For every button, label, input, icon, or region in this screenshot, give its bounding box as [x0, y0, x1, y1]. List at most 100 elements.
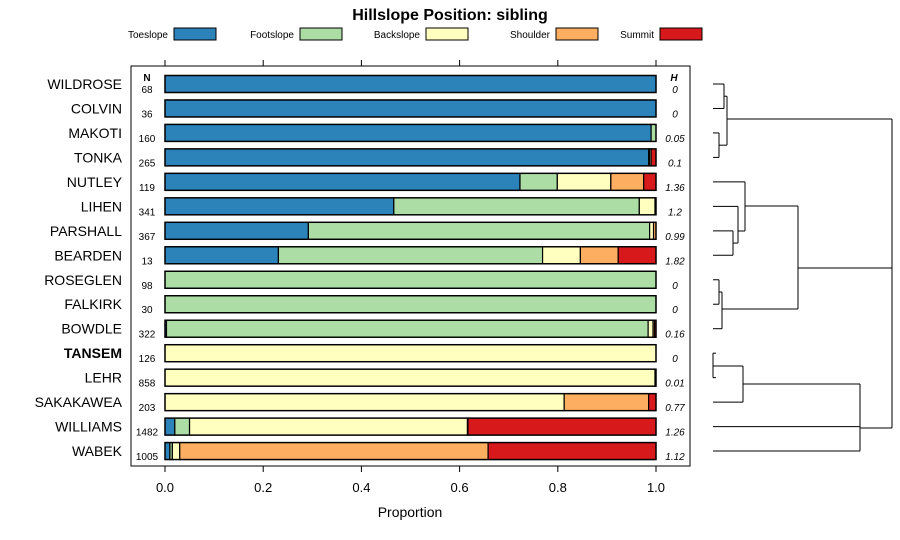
bar-outline: [164, 221, 657, 241]
n-value: 98: [141, 281, 153, 292]
h-value: 0.01: [665, 379, 684, 390]
bar-segment-toeslope: [164, 74, 657, 94]
bar-outline: [164, 392, 657, 412]
category-label: WABEK: [72, 443, 123, 459]
bar-outline: [164, 246, 657, 265]
x-tick-label: 0.2: [254, 480, 272, 495]
category-label: LIHEN: [81, 198, 122, 214]
category-label: SAKAKAWEA: [35, 394, 123, 410]
bar-segment-toeslope: [164, 197, 395, 216]
bar-segment-footslope: [165, 319, 649, 338]
legend-label: Summit: [620, 30, 654, 41]
n-value: 68: [141, 85, 153, 96]
row-lihen: LIHEN 341 1.2: [81, 197, 682, 218]
legend-item-backslope: Backslope: [374, 27, 469, 41]
category-label: TONKA: [74, 149, 123, 165]
bar-segment-shoulder: [579, 246, 619, 265]
n-value: 265: [139, 158, 156, 169]
row-tonka: TONKA 265 0.1: [74, 148, 682, 169]
bar-segment-toeslope: [164, 99, 657, 118]
bar-segment-backslope: [188, 417, 469, 436]
legend-item-shoulder: Shoulder: [510, 27, 599, 41]
n-value: 367: [139, 232, 156, 243]
row-bowdle: BOWDLE 322 0.16: [61, 319, 685, 341]
legend-label: Toeslope: [128, 30, 168, 41]
x-axis: 0.0 0.2 0.4 0.6 0.8 1.0: [156, 60, 665, 495]
n-value: 203: [139, 403, 156, 414]
bar-segment-footslope: [307, 221, 651, 240]
n-value: 1005: [136, 452, 159, 463]
n-value: 126: [139, 354, 156, 365]
chart-title: Hillslope Position: sibling: [352, 7, 548, 24]
category-label: WILDROSE: [47, 76, 122, 92]
row-falkirk: FALKIRK 30 0: [64, 295, 678, 316]
row-wabek: WABEK 1005 1.12: [72, 441, 685, 463]
plot-frame: [130, 65, 691, 467]
h-value: 0.05: [665, 134, 685, 145]
bar-outline: [164, 417, 657, 436]
n-value: 30: [141, 305, 153, 316]
bar-segment-toeslope: [164, 221, 309, 240]
bar-segment-footslope: [393, 197, 640, 216]
bar-segment-footslope: [650, 123, 657, 143]
n-value: 160: [139, 134, 156, 145]
legend-swatch: [659, 27, 703, 41]
legend-swatch: [299, 27, 343, 41]
bar-segment-backslope: [541, 246, 581, 265]
x-tick-label: 0.6: [451, 480, 469, 495]
legend-item-footslope: Footslope: [250, 27, 343, 41]
bar-segment-summit: [648, 393, 657, 412]
bar-segment-summit: [487, 441, 657, 461]
bar-outline: [164, 295, 657, 314]
bar-segment-backslope: [638, 197, 656, 216]
bar-segment-footslope: [164, 295, 657, 314]
bar-outline: [164, 99, 657, 118]
bar-segment-toeslope: [164, 123, 652, 143]
category-label: ROSEGLEN: [44, 272, 122, 288]
row-roseglen: ROSEGLEN 98 0: [44, 270, 678, 292]
bar-segment-footslope: [519, 172, 558, 191]
bar-outline: [164, 368, 657, 387]
x-tick-label: 0.4: [352, 480, 370, 495]
category-label: MAKOTI: [68, 125, 122, 141]
category-label: NUTLEY: [67, 174, 123, 190]
bar-segment-toeslope: [164, 172, 521, 191]
bar-outline: [164, 197, 657, 216]
category-label: BEARDEN: [54, 247, 122, 263]
row-colvin: COLVIN 36 0: [71, 99, 678, 120]
bar-segment-footslope: [164, 270, 657, 289]
bar-outline: [164, 148, 657, 167]
bar-segment-toeslope: [164, 441, 171, 461]
row-parshall: PARSHALL 367 0.99: [50, 221, 685, 243]
category-label: LEHR: [85, 370, 122, 386]
row-wildrose: WILDROSE 68 0: [47, 74, 678, 96]
h-value: 1.82: [665, 256, 685, 267]
h-value: 0.77: [665, 403, 685, 414]
legend-item-summit: Summit: [620, 27, 703, 41]
bar-outline: [164, 441, 657, 461]
row-bearden: BEARDEN 13 1.82: [54, 246, 685, 267]
legend-label: Backslope: [374, 30, 421, 41]
legend: Toeslope Footslope Backslope Shoulder Summit: [128, 27, 703, 41]
n-value: 13: [141, 256, 153, 267]
h-value: 0: [672, 85, 678, 96]
n-value: 322: [139, 330, 156, 341]
bar-segment-summit: [467, 417, 657, 436]
bar-segment-backslope: [164, 344, 657, 363]
row-lehr: LEHR 858 0.01: [85, 368, 685, 390]
bar-segment-shoulder: [179, 441, 489, 461]
category-label: PARSHALL: [50, 223, 122, 239]
legend-swatch: [555, 27, 599, 41]
bar-segment-backslope: [171, 441, 181, 461]
legend-swatch: [173, 27, 217, 41]
bar-segment-summit: [643, 172, 657, 191]
bar-outline: [164, 74, 657, 94]
n-value: 119: [139, 183, 155, 194]
legend-label: Footslope: [250, 30, 294, 41]
bar-segment-summit: [617, 246, 657, 265]
category-label: BOWDLE: [61, 321, 122, 337]
row-williams: WILLIAMS 1482 1.26: [55, 417, 685, 439]
bar-segment-footslope: [174, 417, 191, 436]
h-value: 0: [672, 354, 678, 365]
